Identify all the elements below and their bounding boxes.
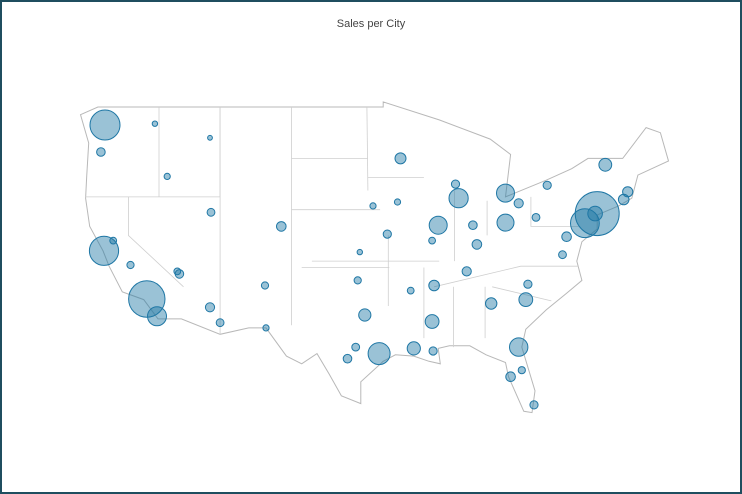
city-bubble [523, 279, 533, 289]
chart-title: Sales per City [337, 18, 406, 30]
city-bubble [428, 279, 440, 292]
geography [79, 101, 670, 414]
city-bubble [428, 215, 448, 235]
city-bubble [109, 236, 118, 245]
city-bubble [485, 297, 498, 310]
bubbles [88, 109, 634, 410]
city-bubble [574, 191, 620, 237]
city-bubble [496, 213, 515, 232]
city-bubble [468, 220, 478, 230]
city-bubble [450, 179, 461, 189]
city-bubble [342, 353, 353, 364]
city-bubble [598, 157, 613, 172]
city-bubble [369, 202, 377, 210]
city-bubble [517, 366, 526, 375]
state-border [128, 196, 184, 288]
city-bubble [587, 205, 603, 222]
city-bubble [505, 371, 516, 383]
city-bubble [558, 250, 567, 260]
city-bubble [215, 318, 225, 328]
city-bubble [128, 280, 166, 318]
city-bubble [496, 183, 515, 203]
city-bubble [126, 260, 135, 270]
city-bubble [561, 231, 572, 242]
city-bubble [406, 286, 415, 295]
city-bubble [424, 314, 440, 329]
city-bubble [428, 346, 438, 356]
state-border [434, 265, 579, 288]
city-bubble [406, 341, 421, 356]
city-bubble [622, 186, 634, 198]
city-bubble [89, 109, 121, 141]
city-bubble [471, 239, 483, 250]
state-border [366, 106, 369, 191]
city-bubble [448, 188, 469, 209]
city-bubble [531, 213, 541, 222]
city-bubble [96, 147, 106, 157]
city-bubble [428, 236, 437, 245]
city-bubble [204, 302, 216, 313]
state-border [530, 196, 579, 227]
city-bubble [542, 180, 552, 190]
city-bubble [570, 208, 600, 239]
city-bubble [382, 229, 392, 239]
city-bubble [358, 308, 372, 322]
city-bubble [518, 292, 534, 308]
city-bubble [394, 152, 407, 165]
country-outline [79, 101, 670, 414]
city-bubble [173, 267, 182, 276]
city-bubble [393, 198, 402, 206]
city-bubble [151, 120, 159, 127]
city-bubble [163, 172, 171, 180]
city-bubble [260, 281, 270, 290]
city-bubble [206, 207, 216, 217]
city-bubble [529, 400, 539, 410]
city-bubble [356, 248, 363, 256]
city-bubble [276, 221, 287, 232]
city-bubble [513, 198, 524, 209]
city-bubble [262, 324, 270, 332]
city-bubble [509, 337, 529, 357]
city-bubble [351, 342, 361, 352]
city-bubble [353, 276, 362, 285]
city-bubble [461, 266, 472, 277]
city-bubble [207, 134, 213, 141]
city-bubble [147, 306, 167, 327]
city-bubble [367, 342, 391, 366]
